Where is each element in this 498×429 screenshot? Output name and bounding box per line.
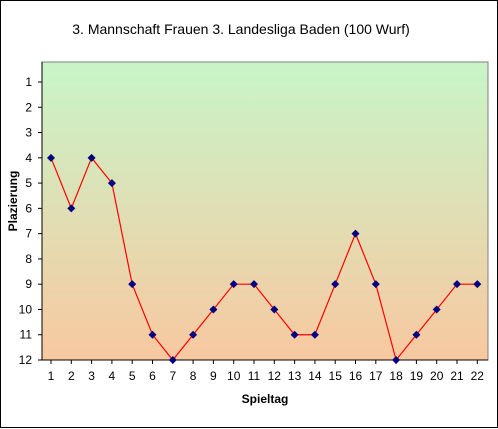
x-tick-label: 12 bbox=[268, 369, 282, 383]
x-tick-label: 11 bbox=[248, 369, 261, 383]
data-point-marker bbox=[47, 153, 55, 162]
x-axis-label: Spieltag bbox=[242, 392, 289, 406]
data-point-marker bbox=[189, 330, 198, 339]
x-tick-label: 4 bbox=[109, 369, 116, 383]
data-point-marker bbox=[392, 356, 401, 364]
x-axis-ticks: 1 2 3 4 5 6 7 8 9 10 11 12 13 14 15 16 17 18 19 20 21 22 bbox=[48, 360, 485, 383]
chart-title: 3. Mannschaft Frauen 3. Landesliga Baden… bbox=[72, 21, 410, 37]
y-tick-label: 8 bbox=[25, 252, 32, 266]
data-point-marker bbox=[432, 305, 441, 314]
x-tick-label: 20 bbox=[430, 369, 444, 383]
data-point-marker bbox=[209, 305, 218, 314]
x-tick-label: 3 bbox=[88, 369, 95, 383]
y-tick-label: 5 bbox=[25, 176, 32, 190]
y-tick-label: 11 bbox=[20, 328, 33, 342]
data-point-marker bbox=[473, 280, 482, 289]
y-tick-label: 7 bbox=[25, 227, 32, 241]
data-point-marker bbox=[67, 204, 76, 213]
data-point-marker bbox=[107, 179, 116, 188]
y-tick-label: 12 bbox=[19, 353, 33, 367]
data-point-marker bbox=[128, 280, 137, 289]
y-tick-label: 2 bbox=[25, 100, 32, 114]
y-tick-label: 3 bbox=[25, 126, 32, 140]
data-point-marker bbox=[270, 305, 279, 314]
data-point-marker bbox=[87, 153, 96, 162]
series-line bbox=[50, 156, 478, 362]
x-tick-label: 22 bbox=[471, 369, 485, 383]
data-point-marker bbox=[168, 356, 177, 364]
x-tick-label: 21 bbox=[450, 369, 464, 383]
x-tick-label: 18 bbox=[389, 369, 403, 383]
x-tick-label: 7 bbox=[169, 369, 176, 383]
x-tick-label: 5 bbox=[129, 369, 136, 383]
y-tick-label: 9 bbox=[25, 277, 32, 291]
data-point-marker bbox=[310, 330, 319, 339]
y-tick-label: 10 bbox=[19, 302, 33, 316]
data-point-marker bbox=[453, 280, 461, 289]
series-layer bbox=[47, 153, 482, 364]
x-tick-label: 15 bbox=[329, 369, 343, 383]
data-point-marker bbox=[412, 330, 421, 339]
x-tick-label: 16 bbox=[349, 369, 363, 383]
x-tick-label: 19 bbox=[410, 369, 424, 383]
x-tick-label: 2 bbox=[68, 369, 75, 383]
y-axis-label: Plazierung bbox=[6, 171, 20, 232]
x-tick-label: 13 bbox=[288, 369, 302, 383]
data-point-marker bbox=[229, 280, 238, 289]
x-tick-label: 8 bbox=[190, 369, 197, 383]
x-tick-label: 14 bbox=[308, 369, 322, 383]
plot-area bbox=[41, 61, 489, 361]
x-tick-label: 10 bbox=[227, 369, 241, 383]
data-point-marker bbox=[250, 280, 258, 289]
data-point-marker bbox=[351, 229, 360, 238]
y-tick-label: 4 bbox=[25, 151, 32, 165]
data-point-marker bbox=[148, 330, 157, 339]
y-tick-label: 6 bbox=[25, 201, 32, 215]
x-tick-label: 9 bbox=[210, 369, 217, 383]
data-point-marker bbox=[290, 330, 299, 339]
y-tick-label: 1 bbox=[25, 75, 32, 89]
data-point-marker bbox=[331, 280, 340, 289]
x-tick-label: 1 bbox=[48, 369, 55, 383]
x-tick-label: 6 bbox=[149, 369, 156, 383]
data-point-marker bbox=[371, 280, 380, 289]
x-tick-label: 17 bbox=[369, 369, 383, 383]
